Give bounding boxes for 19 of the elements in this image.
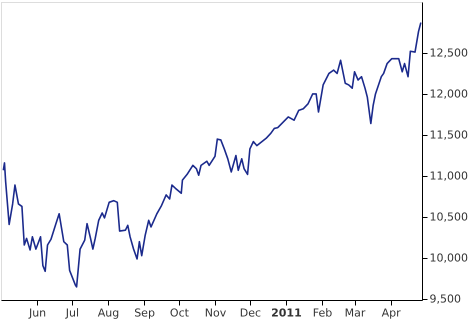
x-tick-label: Aug (98, 306, 120, 320)
x-tick-label: Apr (382, 306, 402, 320)
y-tick-label: 11,000 (430, 170, 468, 183)
x-tick-label: Dec (240, 306, 262, 320)
x-tick-label: Jul (64, 306, 80, 320)
line-series (2, 22, 422, 288)
y-tick-label: 12,500 (430, 46, 468, 60)
x-tick-label: Feb (312, 306, 332, 320)
x-tick-label: 2011 (271, 306, 302, 320)
x-tick-label: Mar (344, 306, 366, 320)
x-tick-label: Oct (170, 306, 190, 320)
y-tick-label: 10,000 (430, 252, 468, 265)
x-tick-label: Nov (204, 306, 227, 320)
x-tick-label: Jun (28, 306, 46, 320)
x-tick-label: Sep (134, 306, 155, 320)
y-tick-label: 10,500 (430, 210, 468, 224)
y-tick-label: 9,500 (430, 292, 461, 306)
y-tick-label: 12,000 (430, 87, 468, 100)
y-tick-label: 11,500 (430, 128, 468, 142)
